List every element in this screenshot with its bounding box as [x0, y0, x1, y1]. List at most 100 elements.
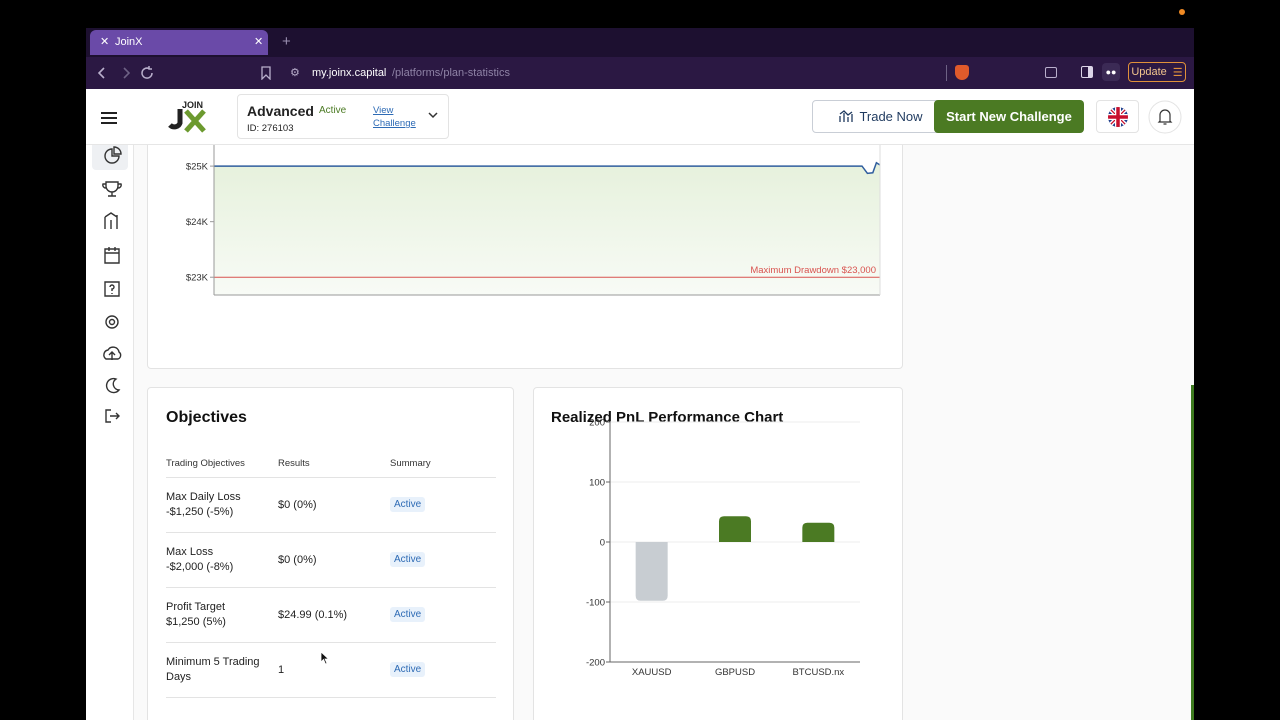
trade-icon [839, 110, 854, 122]
back[interactable] [97, 67, 105, 79]
tab-bar: ✕ JoinX ✕ + [86, 28, 1194, 57]
bar [802, 522, 835, 542]
result-cell: $24.99 (0.1%) [278, 609, 348, 621]
tab-close[interactable]: ✕ [254, 36, 264, 48]
url-path[interactable]: /platforms/plan-statistics [392, 67, 510, 79]
language-button[interactable] [1096, 100, 1139, 133]
update-button[interactable]: Update ☰ [1128, 62, 1186, 82]
reload[interactable] [141, 66, 153, 79]
decoration [108, 318, 116, 326]
table-row: Max Daily Loss -$1,250 (-5%) $0 (0%) Active [166, 478, 496, 533]
notifications-button[interactable] [1148, 100, 1182, 134]
decoration [839, 110, 854, 122]
status-dot [1179, 9, 1185, 15]
nav-help[interactable] [104, 281, 120, 297]
nav-analytics[interactable] [104, 212, 118, 229]
browser-window: ✕ JoinX ✕ + ⚙ my.joinx.capital /platform… [86, 28, 1194, 720]
result-cell: $0 (0%) [278, 554, 317, 566]
new-tab[interactable]: + [282, 33, 291, 50]
tab-title: JoinX [115, 36, 143, 48]
table-header: Trading Objectives Results Summary [166, 458, 496, 478]
objective-cell: Minimum 5 Trading Days [166, 655, 266, 685]
nav-logout[interactable] [105, 409, 120, 423]
result-cell: 1 [278, 664, 285, 676]
y-tick-label: 0 [600, 538, 605, 549]
mouse-cursor [320, 651, 330, 665]
objective-name: Max Loss [166, 546, 214, 558]
balance-line [214, 161, 881, 175]
objectives-card: Objectives Trading Objectives Results Summ… [147, 387, 514, 720]
y-tick-label: $23K [186, 273, 209, 284]
objective-cell: Profit Target $1,250 (5%) [166, 600, 266, 630]
table-row: Profit Target $1,250 (5%) $24.99 (0.1%) Act… [166, 588, 496, 643]
url-host[interactable]: my.joinx.capital [312, 67, 387, 79]
objective-limit: -$2,000 (-8%) [166, 561, 234, 573]
divider [946, 65, 947, 81]
table-row: Max Loss -$2,000 (-8%) $0 (0%) Active [166, 533, 496, 588]
menu-button[interactable] [100, 111, 118, 125]
wallet[interactable]: ●● [1102, 63, 1120, 81]
objective-cell: Max Daily Loss -$1,250 (-5%) [166, 490, 266, 520]
column-header: Trading Objectives [166, 458, 245, 469]
view-challenge-link[interactable]: View Challenge [373, 105, 416, 129]
logo-mark [168, 109, 206, 133]
bookmark[interactable] [260, 66, 272, 80]
nav-calendar[interactable] [104, 247, 120, 264]
objective-name: Max Daily Loss [166, 491, 241, 503]
plan-selector[interactable]: Advanced Active View Challenge ID: 27610… [237, 94, 449, 139]
site-settings[interactable]: ⚙ [290, 67, 300, 79]
summary-badge: Active [390, 662, 426, 677]
nav-upload[interactable] [103, 346, 122, 360]
plot: $25K $24K $23K Maximum Drawdown $23,000 [186, 145, 881, 296]
column-header: Summary [390, 458, 431, 469]
nav-statistics[interactable] [104, 146, 122, 164]
column-header: Results [278, 458, 310, 469]
menu-icon: ☰ [1172, 66, 1183, 79]
nav-theme[interactable] [105, 377, 121, 394]
forward[interactable] [123, 67, 131, 79]
update-label: Update [1131, 66, 1167, 78]
objectives-table: Trading Objectives Results Summary Max Dail… [166, 458, 496, 698]
decoration [428, 112, 438, 119]
drawdown-label: Maximum Drawdown $23,000 [750, 265, 876, 276]
summary-badge: Active [390, 497, 426, 512]
summary-badge: Active [390, 607, 426, 622]
decoration [101, 112, 117, 124]
tab[interactable]: ✕ JoinX ✕ [90, 30, 268, 55]
active-item [92, 145, 128, 170]
decoration [1108, 107, 1128, 127]
objective-limit: -$1,250 (-5%) [166, 506, 234, 518]
start-challenge-button[interactable]: Start New Challenge [934, 100, 1084, 133]
uk-flag [1108, 107, 1128, 127]
summary-badge: Active [390, 552, 426, 567]
y-tick-label: 100 [589, 478, 605, 489]
extension[interactable] [1045, 67, 1057, 78]
address-bar: ⚙ my.joinx.capital /platforms/plan-stati… [86, 57, 1194, 89]
app-header: JOIN Advanced Active View Challenge ID: … [86, 89, 1194, 145]
y-tick-label: -200 [586, 658, 605, 669]
result-cell: $0 (0%) [278, 499, 317, 511]
trade-now-button[interactable]: Trade Now [812, 100, 950, 133]
nav-trophy[interactable] [102, 181, 122, 197]
decoration [168, 109, 183, 130]
plan-name: Advanced [247, 103, 314, 119]
decoration [184, 109, 206, 133]
y-tick-label: $25K [186, 162, 209, 173]
objective-cell: Max Loss -$2,000 (-8%) [166, 545, 266, 575]
objective-name: Minimum 5 Trading Days [166, 656, 260, 683]
brave-shield[interactable] [955, 65, 969, 80]
logo[interactable]: JOIN [168, 99, 210, 133]
objective-limit: $1,250 (5%) [166, 616, 226, 628]
nav-buttons[interactable] [94, 65, 154, 81]
y-tick-label: -100 [586, 598, 605, 609]
area-fill [214, 162, 880, 295]
y-tick-label: $24K [186, 217, 209, 228]
x-tick-label: GBPUSD [715, 667, 755, 678]
sidebar-icons [92, 145, 128, 423]
sidebar-toggle[interactable] [1081, 66, 1093, 78]
nav-settings[interactable] [105, 315, 119, 329]
